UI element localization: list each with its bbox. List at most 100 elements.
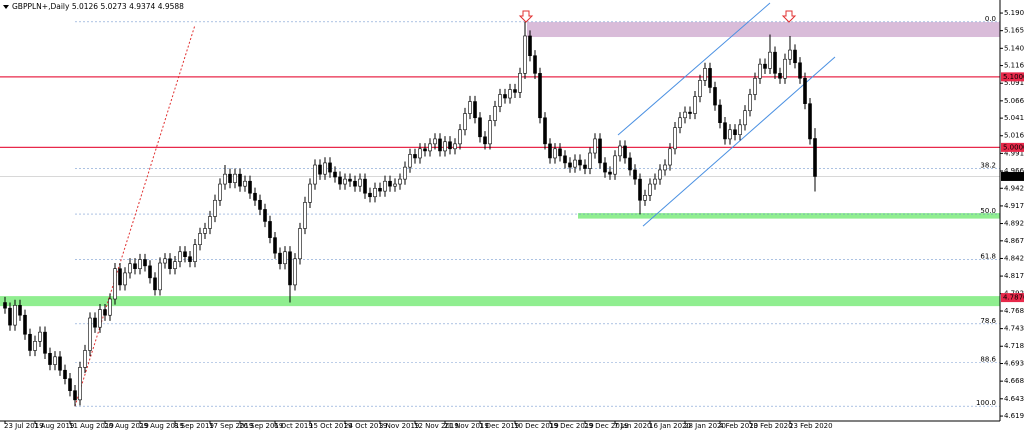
- level-tag: [1001, 293, 1024, 303]
- candle-body: [778, 73, 782, 79]
- candle-body: [773, 51, 777, 74]
- candle-body: [568, 162, 572, 168]
- candle-body: [383, 180, 387, 192]
- candle-body: [308, 183, 312, 203]
- candle-body: [613, 155, 617, 175]
- candle-body: [233, 173, 237, 183]
- candle-body: [63, 369, 67, 379]
- candle-body: [223, 173, 227, 185]
- candle-body: [758, 63, 762, 79]
- y-tick-label: 5.0910: [1004, 79, 1024, 87]
- x-tick-label: 1 Aug 2019: [34, 422, 74, 430]
- candle-body: [763, 63, 767, 69]
- candle-body: [13, 305, 17, 326]
- candle-body: [143, 259, 147, 267]
- candle-body: [753, 77, 757, 95]
- candle-body: [723, 122, 727, 140]
- title-icon: [3, 5, 9, 9]
- candle-body: [403, 166, 407, 180]
- candle-body: [803, 77, 807, 104]
- candle-body: [163, 258, 167, 264]
- candle-body: [398, 178, 402, 185]
- candle-body: [178, 251, 182, 262]
- candle-body: [53, 356, 57, 365]
- candle-body: [93, 317, 97, 328]
- y-tick-label: 4.9665: [1004, 167, 1024, 175]
- candle-body: [343, 178, 347, 185]
- fib-label: 0.0: [985, 15, 996, 23]
- candle-body: [788, 49, 792, 60]
- candle-body: [73, 390, 77, 401]
- candle-body: [48, 353, 52, 365]
- candle-body: [113, 268, 117, 300]
- candle-body: [423, 148, 427, 152]
- candle-body: [658, 169, 662, 180]
- x-tick-label: 24 Oct 2019: [344, 422, 387, 430]
- candle-body: [558, 148, 562, 157]
- fib-label: 88.6: [980, 355, 996, 363]
- x-tick-label: 6 Oct 2019: [274, 422, 313, 430]
- candle-body: [188, 256, 192, 262]
- candle-body: [218, 183, 222, 201]
- candle-body: [673, 127, 677, 150]
- y-tick-label: 4.8675: [1004, 237, 1024, 245]
- y-tick-label: 4.7430: [1004, 325, 1024, 333]
- candle-body: [463, 113, 467, 131]
- candle-body: [193, 244, 197, 262]
- candle-body: [688, 111, 692, 114]
- y-tick-label: 4.6685: [1004, 377, 1024, 385]
- x-tick-label: 20 Aug 2019: [104, 422, 149, 430]
- candle-body: [333, 171, 337, 178]
- candle-body: [563, 155, 567, 164]
- plot-area: 0.0 38.2 50.0 61.8 78.6 88.6 100.0: [0, 2, 1000, 407]
- candle-body: [703, 68, 707, 81]
- candle-body: [168, 258, 172, 269]
- candle-body: [318, 164, 322, 175]
- candle-body: [738, 124, 742, 135]
- candle-body: [443, 141, 447, 152]
- candle-body: [813, 138, 817, 177]
- candle-body: [628, 157, 632, 171]
- candle-body: [433, 138, 437, 145]
- fib-label: 50.0: [980, 207, 996, 215]
- candle-body: [653, 178, 657, 185]
- candle-body: [538, 73, 542, 119]
- candle-body: [748, 94, 752, 112]
- price-zone: [0, 296, 1000, 307]
- candle-body: [68, 378, 72, 391]
- y-tick-label: 5.0660: [1004, 97, 1024, 105]
- candle-body: [133, 263, 137, 269]
- candle-body: [348, 178, 352, 182]
- candle-body: [503, 94, 507, 99]
- x-tick-label: 21 Nov 2019: [444, 422, 489, 430]
- x-tick-label: 3 Nov 2019: [379, 422, 419, 430]
- candle-body: [393, 183, 397, 187]
- candle-body: [693, 96, 697, 114]
- candle-body: [173, 261, 177, 269]
- candle-body: [18, 305, 22, 316]
- x-tick-label: 15 Oct 2019: [309, 422, 352, 430]
- candle-body: [248, 180, 252, 194]
- candle-body: [528, 35, 532, 57]
- y-tick-label: 4.8175: [1004, 272, 1024, 280]
- candle-body: [103, 309, 107, 316]
- level-tag: [1001, 171, 1024, 181]
- x-tick-label: 11 Aug 2019: [69, 422, 114, 430]
- chart-title: GBPPLN+,Daily 5.0126 5.0273 4.9374 4.958…: [12, 2, 184, 11]
- candle-body: [498, 94, 502, 107]
- candle-body: [358, 178, 362, 187]
- y-tick-label: 4.8425: [1004, 254, 1024, 262]
- candle-body: [588, 152, 592, 169]
- x-tick-label: 12 Nov 2019: [414, 422, 459, 430]
- y-tick-label: 4.6435: [1004, 395, 1024, 403]
- candle-body: [678, 117, 682, 128]
- candle-body: [808, 103, 812, 140]
- candle-body: [213, 199, 217, 217]
- candle-body: [88, 317, 92, 351]
- candle-body: [138, 259, 142, 269]
- y-tick-label: 4.7680: [1004, 307, 1024, 315]
- y-tick-label: 4.9915: [1004, 149, 1024, 157]
